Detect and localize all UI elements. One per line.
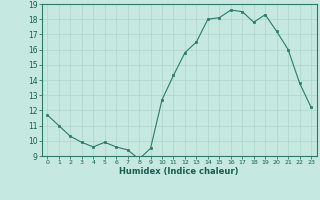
X-axis label: Humidex (Indice chaleur): Humidex (Indice chaleur) bbox=[119, 167, 239, 176]
